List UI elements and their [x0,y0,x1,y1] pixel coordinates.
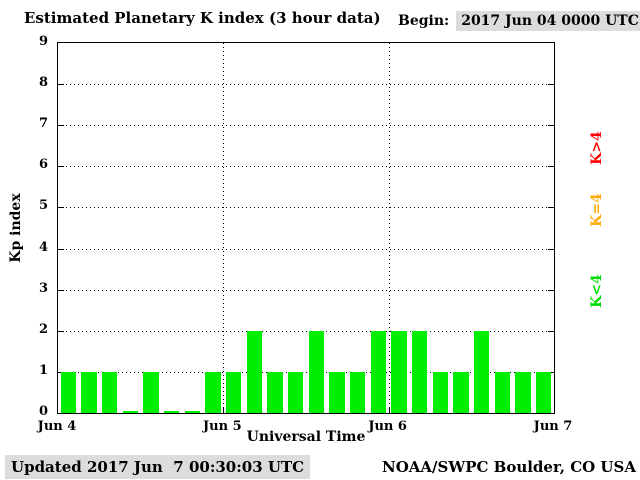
grid-line-v [223,43,225,413]
y-tick-label: 2 [38,321,48,337]
plot-area [57,42,555,414]
kp-bar [473,330,490,413]
grid-line-h [58,248,554,250]
axis-tick [58,84,64,86]
kp-bar [143,371,159,413]
x-tick-label: Jun 5 [203,419,242,434]
grid-line-h [58,84,554,86]
x-tick-label: Jun 4 [37,419,77,434]
kp-bar [535,371,552,413]
y-tick-label: 3 [38,280,48,296]
legend-item: K=4 [589,193,605,227]
axis-tick [58,330,64,332]
grid-line-h [58,207,554,209]
kp-bar [370,330,387,413]
axis-tick [58,166,64,168]
kp-bar [329,371,345,413]
axis-tick [548,84,554,86]
axis-tick [388,407,390,413]
legend-item: K<4 [589,274,605,308]
axis-tick [548,166,554,168]
axis-tick [58,289,64,291]
begin-timestamp: Begin: 2017 Jun 04 0000 UTC [398,11,640,31]
kp-bar [494,371,511,413]
kp-bar [225,371,242,413]
kp-bar [101,371,118,413]
y-tick-label: 1 [38,362,48,378]
kp-bar [391,330,407,413]
y-tick-label: 9 [38,34,48,49]
axis-tick [548,207,554,209]
axis-tick [548,330,554,332]
axis-tick [58,248,64,250]
y-tick-label: 5 [38,198,48,214]
axis-tick [58,207,64,209]
axis-tick [223,407,225,413]
grid-line-h [58,125,554,127]
grid-line-h [58,330,554,332]
grid-line-h [58,166,554,168]
x-axis-title: Universal Time [246,429,366,445]
kp-bar [184,411,201,413]
x-tick-label: Jun 6 [368,419,407,434]
y-tick-label: 8 [38,75,48,91]
kp-bar [432,371,449,413]
kp-bar [287,371,304,413]
axis-tick [548,125,554,127]
grid-line-h [58,371,554,373]
legend-item: K>4 [589,131,605,165]
y-tick-label: 6 [38,157,48,173]
kp-bar [163,411,180,413]
kp-bar [349,371,366,413]
kp-bar [267,371,283,413]
y-tick-label: 4 [38,239,48,255]
axis-tick [548,289,554,291]
axis-tick [548,248,554,250]
kp-bar [60,371,77,413]
kp-bar [308,330,325,413]
begin-label: Begin: [398,13,450,29]
x-tick-label: Jun 7 [533,419,573,434]
kp-bar [411,330,428,413]
kp-bar [81,371,97,413]
updated-timestamp: Updated 2017 Jun 7 00:30:03 UTC [5,455,311,479]
y-tick-label: 0 [38,404,48,419]
y-tick-label: 7 [38,116,48,132]
kp-bar [246,330,263,413]
kp-bar [122,411,139,413]
begin-value: 2017 Jun 04 0000 UTC [456,11,640,31]
kp-bar [205,371,221,413]
kp-bar [515,371,531,413]
kp-bar [453,371,469,413]
grid-line-v [388,43,390,413]
source-credit: NOAA/SWPC Boulder, CO USA [381,458,636,476]
chart-title: Estimated Planetary K index (3 hour data… [24,9,381,27]
axis-tick [58,125,64,127]
grid-line-h [58,289,554,291]
